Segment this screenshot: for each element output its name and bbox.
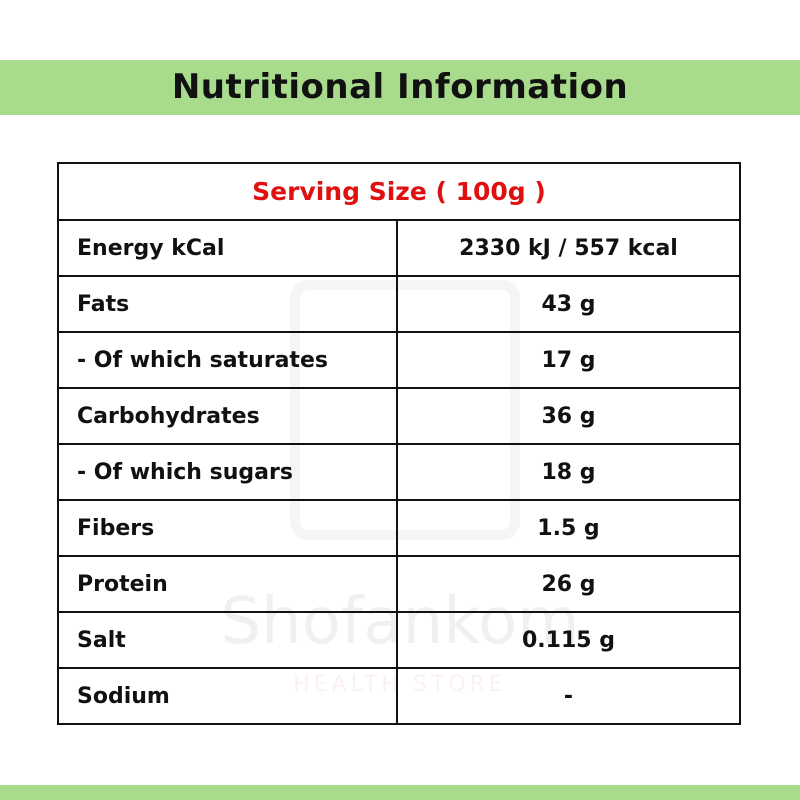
nutrient-value: 2330 kJ / 557 kcal — [396, 219, 741, 277]
nutrient-row: - Of which sugars 18 g — [57, 443, 741, 501]
nutrient-name: Fats — [57, 275, 398, 333]
nutrient-name: Protein — [57, 555, 398, 613]
nutrient-name: Fibers — [57, 499, 398, 557]
nutrient-value: 17 g — [396, 331, 741, 389]
nutrient-value: 1.5 g — [396, 499, 741, 557]
nutrient-row: Energy kCal 2330 kJ / 557 kcal — [57, 219, 741, 277]
nutrient-name: - Of which sugars — [57, 443, 398, 501]
nutrient-row: Fats 43 g — [57, 275, 741, 333]
nutrient-name: Energy kCal — [57, 219, 398, 277]
nutrient-value: 18 g — [396, 443, 741, 501]
nutrient-row: Sodium - — [57, 667, 741, 725]
nutrient-row: Carbohydrates 36 g — [57, 387, 741, 445]
nutrient-name: Sodium — [57, 667, 398, 725]
nutrient-name: Carbohydrates — [57, 387, 398, 445]
header-band — [0, 60, 800, 115]
nutrition-table: Serving Size ( 100g ) Energy kCal 2330 kJ… — [57, 162, 741, 725]
nutrient-name: - Of which saturates — [57, 331, 398, 389]
nutrient-name: Salt — [57, 611, 398, 669]
serving-size: Serving Size ( 100g ) — [57, 162, 741, 221]
nutrient-row: Salt 0.115 g — [57, 611, 741, 669]
nutrient-row: Fibers 1.5 g — [57, 499, 741, 557]
caption-row: Serving Size ( 100g ) — [57, 162, 741, 221]
footer-band — [0, 785, 800, 800]
nutrient-value: 0.115 g — [396, 611, 741, 669]
nutrient-value: 43 g — [396, 275, 741, 333]
nutrient-value: - — [396, 667, 741, 725]
nutrient-value: 36 g — [396, 387, 741, 445]
nutrient-value: 26 g — [396, 555, 741, 613]
nutrient-row: - Of which saturates 17 g — [57, 331, 741, 389]
nutrient-row: Protein 26 g — [57, 555, 741, 613]
page-title: Nutritional Information — [171, 67, 629, 107]
